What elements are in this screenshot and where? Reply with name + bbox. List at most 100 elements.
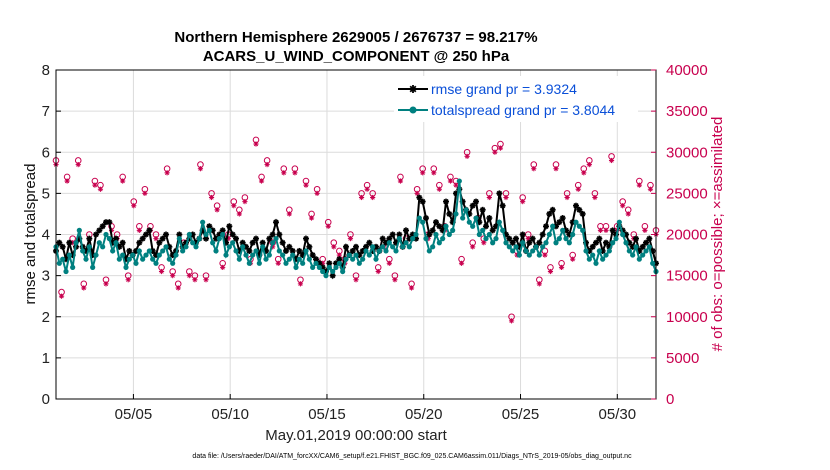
totalspread-point	[123, 264, 129, 270]
totalspread-point	[556, 236, 562, 242]
rmse-point	[219, 227, 226, 234]
totalspread-point	[146, 248, 152, 254]
totalspread-point	[106, 236, 112, 242]
obs-assimilated-point	[103, 281, 109, 287]
totalspread-point	[273, 236, 279, 242]
obs-assimilated-point	[464, 153, 470, 159]
rmse-point	[506, 235, 513, 242]
y-left-tick-label: 1	[42, 350, 50, 367]
rmse-point	[276, 231, 283, 238]
rmse-point	[259, 239, 266, 246]
totalspread-point	[386, 240, 392, 246]
totalspread-point	[126, 256, 132, 262]
rmse-point	[403, 227, 409, 234]
totalspread-point	[526, 252, 532, 258]
obs-assimilated-point	[220, 264, 226, 270]
rmse-point	[573, 202, 579, 209]
totalspread-point	[470, 223, 476, 229]
totalspread-point	[536, 252, 542, 258]
rmse-point	[589, 243, 596, 250]
totalspread-point	[583, 248, 589, 254]
rmse-point	[66, 239, 73, 246]
x-tick-label: 05/30	[599, 406, 637, 423]
totalspread-point	[440, 236, 446, 242]
totalspread-point	[523, 248, 529, 254]
totalspread-point	[383, 248, 389, 254]
y-right-tick-label: 20000	[666, 227, 708, 244]
totalspread-point	[590, 252, 596, 258]
rmse-point	[349, 247, 356, 254]
rmse-point	[489, 227, 496, 234]
rmse-point	[446, 210, 453, 217]
totalspread-point	[370, 244, 376, 250]
totalspread-point	[620, 231, 626, 238]
obs-assimilated-point	[308, 215, 315, 221]
x-tick-label: 05/20	[405, 406, 443, 423]
rmse-point	[206, 223, 213, 230]
obs-assimilated-point	[208, 194, 215, 201]
obs-assimilated-point	[386, 260, 392, 266]
obs-assimilated-point	[236, 211, 242, 217]
rmse-point	[306, 243, 313, 250]
rmse-point	[496, 190, 503, 197]
obs-assimilated-point	[97, 186, 104, 192]
totalspread-point	[196, 236, 202, 242]
obs-assimilated-point	[286, 211, 292, 217]
rmse-point	[433, 219, 439, 226]
totalspread-point	[260, 244, 266, 250]
totalspread-point	[513, 244, 519, 250]
totalspread-point	[566, 240, 572, 246]
totalspread-point	[643, 248, 649, 254]
totalspread-point	[160, 248, 166, 254]
totalspread-point	[313, 260, 319, 266]
rmse-point	[156, 239, 163, 246]
totalspread-point	[216, 236, 222, 242]
totalspread-point	[103, 231, 109, 238]
obs-assimilated-point	[153, 236, 159, 242]
totalspread-point	[310, 264, 316, 270]
totalspread-point	[290, 252, 296, 258]
totalspread-point	[636, 256, 642, 262]
rmse-point	[509, 239, 516, 246]
totalspread-point	[606, 248, 612, 254]
obs-assimilated-point	[608, 157, 615, 164]
totalspread-point	[396, 236, 402, 242]
rmse-point	[436, 223, 443, 230]
obs-assimilated-point	[458, 260, 465, 266]
totalspread-point	[253, 248, 259, 254]
y-right-tick-label: 10000	[666, 309, 708, 326]
totalspread-point	[400, 244, 406, 250]
rmse-point	[443, 198, 449, 205]
totalspread-point	[153, 260, 159, 266]
rmse-point	[266, 235, 273, 242]
obs-assimilated-point	[375, 268, 381, 275]
rmse-point	[419, 198, 426, 205]
totalspread-point	[203, 231, 209, 238]
rmse-point	[499, 202, 506, 209]
totalspread-point	[393, 248, 399, 254]
totalspread-point	[466, 219, 472, 225]
obs-assimilated-point	[81, 285, 87, 291]
totalspread-point	[193, 244, 199, 250]
axis-ticks: 0 1 2 3 4 5 6 7 8 0 5000 10000 15000 20000 25000 30000 3…	[42, 62, 708, 423]
rmse-point	[643, 239, 649, 246]
obs-assimilated-point	[647, 186, 654, 192]
totalspread-point	[436, 240, 442, 246]
x-axis-label: May.01,2019 00:00:00 start	[265, 427, 447, 444]
totalspread-point	[480, 227, 486, 233]
obs-assimilated-point	[242, 199, 248, 205]
totalspread-point	[333, 264, 339, 270]
totalspread-point	[156, 252, 162, 258]
obs-assimilated-point	[408, 285, 415, 291]
rmse-point	[269, 231, 276, 238]
y-right-tick-label: 40000	[666, 62, 708, 79]
totalspread-point	[453, 211, 459, 217]
obs-assimilated-point	[447, 178, 454, 184]
rmse-point	[389, 231, 396, 238]
totalspread-point	[210, 240, 216, 246]
totalspread-point	[306, 256, 312, 262]
y-axis-right-label: # of obs: o=possible; ×=assimilated	[709, 117, 726, 352]
obs-assimilated-point	[481, 240, 487, 246]
obs-assimilated-point	[397, 178, 404, 184]
totalspread-point	[600, 256, 606, 262]
